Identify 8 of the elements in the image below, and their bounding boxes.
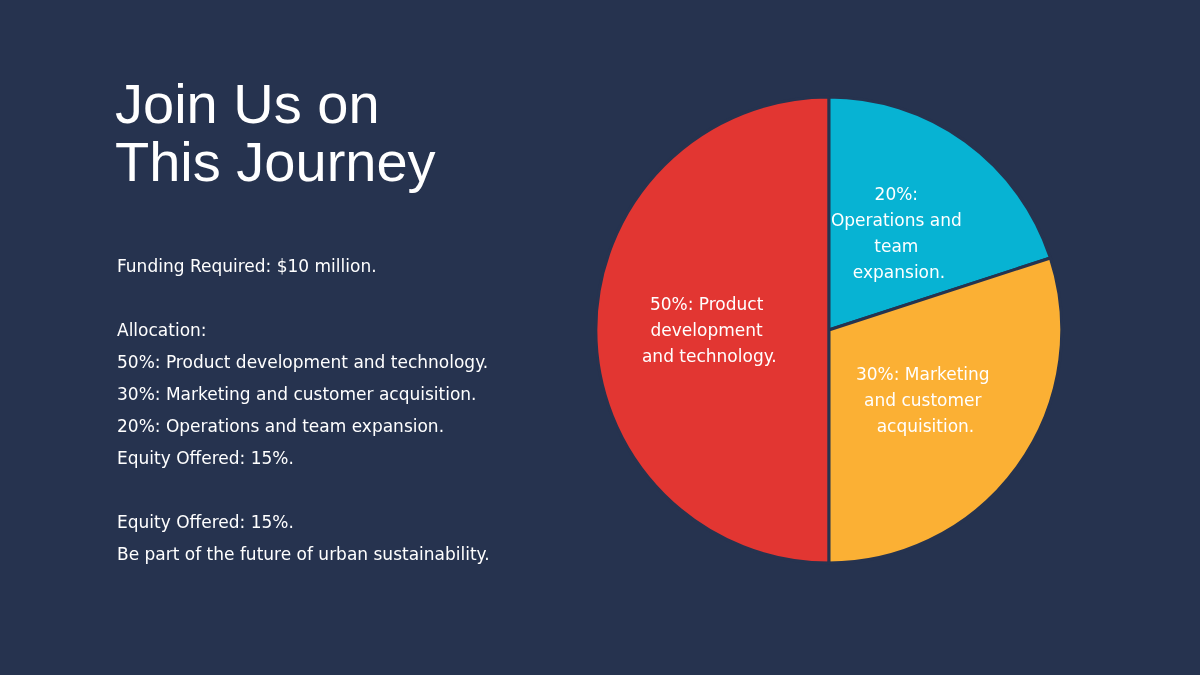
text: Equity Offered: 15%. Be part of the future of urban sustainability. [117, 511, 491, 566]
slice-label: 50%: Product development and technology. [641, 294, 777, 366]
slice-label: Operations and team expansion. [830, 210, 968, 283]
slice-label: 50%: Product development and technology. [117, 352, 489, 372]
text: Funding Required: $10 million. [117, 255, 378, 278]
chart-title: Join Us on This Journey [115, 72, 437, 193]
data-label: 20%: [874, 184, 924, 205]
slice-label: 30%: Marketing and customer acquisition. [855, 364, 995, 437]
